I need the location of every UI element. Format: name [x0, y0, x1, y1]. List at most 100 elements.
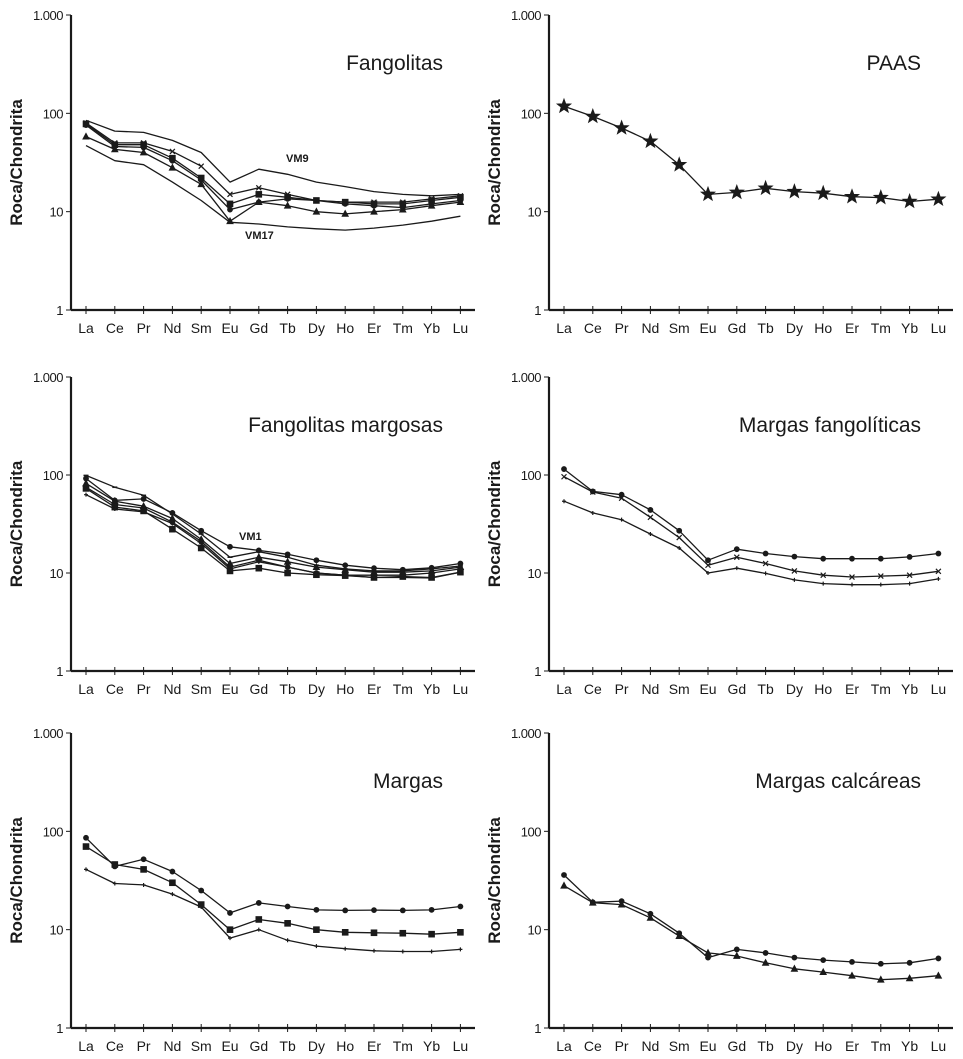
x-tick-label: Ce: [106, 320, 124, 336]
chart-title: Fangolitas: [346, 52, 443, 75]
x-tick-label: Tm: [393, 1038, 413, 1054]
marker-dot: [906, 959, 913, 966]
marker-dot: [849, 959, 855, 965]
marker-triangle: [456, 197, 465, 206]
marker-square: [428, 930, 435, 938]
marker-plus: [314, 571, 319, 575]
x-tick-label: Nd: [163, 681, 181, 697]
series-s1: [83, 834, 464, 916]
series-paas: [555, 97, 947, 209]
marker-x: [618, 495, 625, 502]
marker-dot: [733, 546, 740, 553]
x-tick-label: Ce: [584, 681, 602, 697]
marker-plus: [792, 577, 797, 582]
marker-dot: [198, 887, 205, 894]
marker-dot: [676, 527, 683, 534]
y-tick-label: 1: [534, 303, 541, 318]
marker-dot: [877, 960, 884, 967]
y-tick-label: 1.000: [33, 370, 63, 385]
marker-square: [140, 866, 147, 873]
marker-plus: [170, 892, 175, 897]
series-line: [85, 846, 461, 935]
marker-dot: [791, 553, 798, 560]
x-tick-label: Ho: [336, 320, 354, 336]
x-tick-label: Lu: [453, 681, 469, 697]
chart-title: Margas fangolíticas: [739, 414, 921, 437]
x-tick-label: Ce: [584, 1038, 602, 1054]
marker-dot: [820, 957, 827, 964]
chart-panel-6: 1 10 100 1.000 La Ce Pr Nd Sm Eu Gd Tb Dy Ho Er Tm Yb Lu R…: [485, 726, 953, 1054]
marker-dot: [284, 195, 291, 202]
marker-x: [791, 567, 798, 574]
marker-plus: [429, 949, 434, 954]
marker-dot: [227, 206, 233, 213]
y-tick-label: 1.000: [511, 8, 541, 23]
marker-plus: [907, 581, 912, 586]
marker-x: [255, 184, 262, 191]
marker-dot: [906, 553, 913, 560]
x-tick-label: Nd: [641, 681, 659, 697]
x-tick-label: Ce: [584, 320, 602, 336]
x-tick-label: Yb: [901, 320, 918, 336]
marker-square: [370, 929, 378, 937]
x-tick-label: Eu: [221, 320, 238, 336]
marker-square: [111, 861, 119, 868]
marker-star: [757, 179, 774, 196]
x-tick-label: Eu: [699, 1038, 716, 1054]
marker-dot: [342, 907, 349, 914]
marker-plus: [400, 575, 405, 580]
marker-dot: [140, 856, 147, 863]
series-vm1: [83, 475, 464, 573]
marker-plus: [458, 947, 463, 952]
x-tick-label: Pr: [615, 320, 629, 336]
chart-title: Fangolitas margosas: [248, 414, 443, 437]
marker-dot: [313, 557, 320, 564]
marker-dot: [198, 527, 205, 534]
series-line: [85, 482, 461, 573]
y-tick-label: 100: [43, 468, 63, 483]
marker-dot: [849, 555, 855, 562]
chart-panel-1: 1 10 100 1.000 La Ce Pr Nd Sm Eu Gd Tb Dy Ho Er Tm Yb Lu R…: [7, 8, 475, 336]
x-tick-label: Dy: [308, 320, 325, 336]
x-tick-label: Nd: [163, 1038, 181, 1054]
marker-star: [786, 183, 803, 199]
y-tick-label: 10: [528, 923, 542, 938]
marker-dot: [705, 557, 711, 564]
marker-dot: [762, 550, 769, 557]
marker-plus: [763, 571, 768, 576]
series-line: [563, 500, 939, 586]
marker-square: [226, 926, 234, 933]
x-tick-label: Pr: [137, 320, 151, 336]
marker-triangle: [197, 179, 206, 188]
series-line: [85, 494, 461, 579]
x-tick-label: Tm: [393, 320, 413, 336]
marker-dot: [561, 466, 567, 472]
marker-x: [849, 574, 855, 580]
marker-x: [935, 568, 942, 575]
marker-dot: [169, 157, 176, 164]
marker-triangle: [876, 975, 885, 983]
marker-x: [676, 534, 683, 541]
series-line: [85, 136, 461, 222]
marker-star: [584, 107, 601, 124]
y-axis-label: Roca/Chondrita: [7, 817, 26, 944]
chart-title: Margas: [373, 770, 443, 793]
marker-dot: [227, 543, 233, 550]
series-s4: [83, 122, 464, 213]
marker-plus: [141, 509, 146, 514]
marker-star: [930, 190, 947, 207]
x-tick-label: Yb: [423, 320, 440, 336]
x-tick-label: Sm: [669, 1038, 690, 1054]
x-tick-label: Eu: [699, 681, 716, 697]
x-tick-label: Gd: [249, 681, 268, 697]
marker-dot: [371, 202, 377, 209]
annotation-label: VM9: [286, 153, 309, 165]
marker-triangle: [398, 205, 407, 213]
marker-square: [169, 525, 176, 533]
marker-square: [82, 843, 90, 850]
marker-star: [843, 188, 861, 204]
marker-star: [642, 132, 659, 149]
series-line: [85, 119, 461, 197]
x-tick-label: Ho: [336, 681, 354, 697]
